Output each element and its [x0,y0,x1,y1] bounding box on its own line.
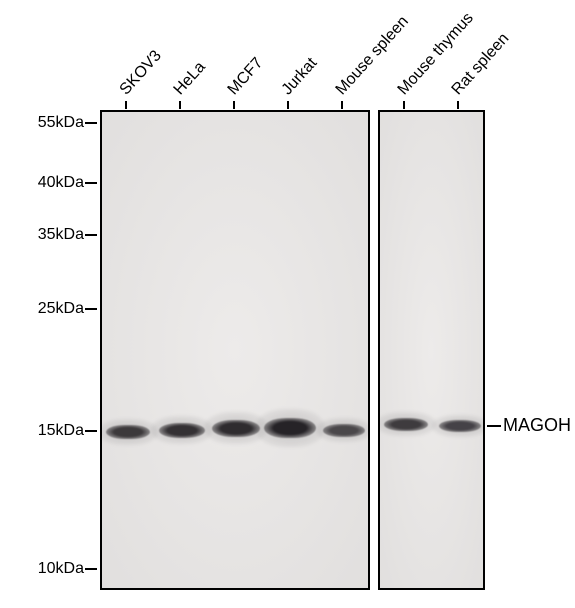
lane-tick [457,101,459,109]
lane-label: MCF7 [225,55,268,99]
blot-background [102,112,368,588]
lane-tick [403,101,405,109]
mw-marker-dash [85,122,97,124]
blot-panel-2 [378,110,485,590]
mw-marker-dash [85,182,97,184]
mw-marker-row: 55kDa [24,114,97,132]
mw-marker-dash [85,568,97,570]
lane-tick [287,101,289,109]
mw-marker-dash [85,234,97,236]
western-blot-figure: SKOV3HeLaMCF7JurkatMouse spleenMouse thy… [0,0,575,608]
protein-band [212,420,260,437]
lane-tick [341,101,343,109]
mw-marker-row: 25kDa [24,300,97,318]
mw-marker-text: 25kDa [24,300,84,318]
mw-marker-dash [85,308,97,310]
blot-background [380,112,483,588]
blot-panel-1 [100,110,370,590]
protein-band [323,424,365,437]
lane-label: Jurkat [279,55,322,99]
mw-marker-row: 10kDa [24,560,97,578]
lane-tick [233,101,235,109]
lane-tick [125,101,127,109]
protein-band [106,425,150,439]
target-dash [487,425,501,427]
mw-marker-text: 10kDa [24,560,84,578]
target-label-row: MAGOH [487,415,571,436]
target-label-text: MAGOH [503,415,571,436]
lane-label: HeLa [171,59,210,99]
lane-tick [179,101,181,109]
mw-marker-text: 15kDa [24,422,84,440]
mw-marker-text: 40kDa [24,174,84,192]
mw-marker-text: 55kDa [24,114,84,132]
mw-marker-row: 35kDa [24,226,97,244]
protein-band [384,418,428,431]
mw-marker-row: 40kDa [24,174,97,192]
protein-band [264,418,316,438]
protein-band [159,423,205,438]
mw-marker-row: 15kDa [24,422,97,440]
lane-label: SKOV3 [117,47,166,99]
protein-band [439,420,481,432]
mw-marker-text: 35kDa [24,226,84,244]
mw-marker-dash [85,430,97,432]
